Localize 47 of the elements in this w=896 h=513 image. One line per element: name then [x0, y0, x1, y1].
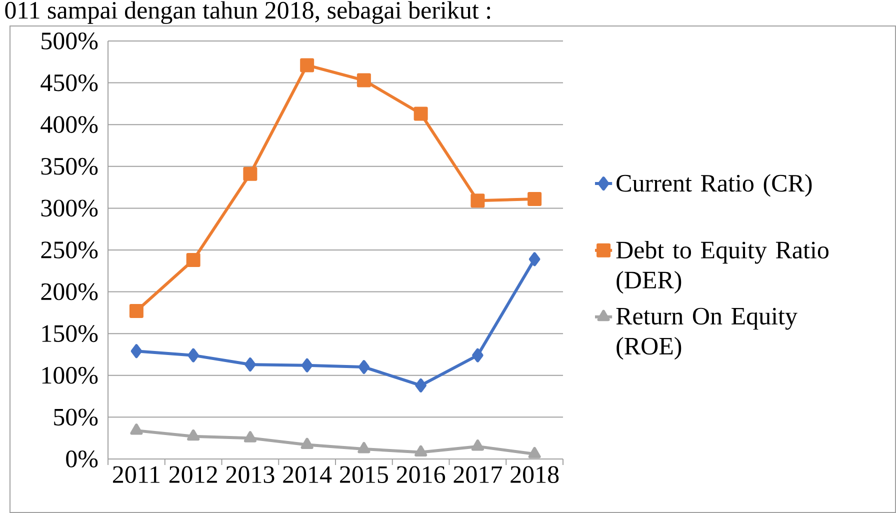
point	[300, 58, 314, 72]
x-tick-label: 2012	[169, 466, 217, 484]
point	[129, 304, 144, 318]
point	[528, 192, 542, 206]
point	[471, 439, 484, 451]
point	[244, 431, 256, 442]
x-tick-label: 2014	[283, 466, 332, 484]
text: 011 sampai dengan tahun 2018, sebagai berikut :	[5, 1, 490, 24]
y-tick-label: 500%	[42, 32, 98, 50]
y-tick-label: 200%	[41, 283, 98, 300]
y-tick-label: 50%	[54, 408, 98, 426]
point	[130, 424, 143, 435]
legend-label: Return On Equity (ROE)	[616, 308, 798, 360]
y-tick-label: 0%	[66, 450, 98, 468]
y-tick-label: 350%	[41, 158, 98, 175]
point	[130, 344, 142, 358]
point	[415, 378, 426, 392]
point	[528, 252, 540, 266]
x-tick-label: 2016	[396, 466, 446, 484]
point	[356, 73, 371, 88]
point	[414, 445, 428, 457]
point	[414, 106, 428, 121]
point	[358, 360, 370, 374]
point	[301, 358, 313, 372]
legend-label: Current Ratio (CR)	[616, 174, 812, 197]
point	[244, 358, 256, 372]
point	[358, 442, 370, 454]
x-tick-label: 2013	[226, 466, 274, 484]
x-tick-label: 2017	[454, 466, 502, 484]
y-tick-label: 150%	[42, 325, 98, 342]
point	[528, 446, 541, 458]
point	[188, 348, 199, 362]
point	[186, 253, 200, 268]
legend-label: Debt to Equity Ratio (DER)	[616, 240, 828, 294]
point	[472, 348, 484, 362]
y-tick-label: 300%	[41, 200, 98, 217]
y-tick-label: 100%	[42, 366, 98, 384]
point	[187, 429, 200, 441]
x-tick-label: 2015	[340, 466, 388, 484]
point	[470, 194, 485, 208]
y-tick-label: 250%	[41, 242, 98, 258]
x-tick-label: 2018	[510, 466, 559, 484]
point	[243, 166, 258, 181]
y-tick-label: 400%	[40, 116, 98, 134]
point	[300, 438, 314, 450]
x-tick-label: 2011	[113, 466, 160, 484]
y-tick-label: 450%	[40, 74, 98, 92]
